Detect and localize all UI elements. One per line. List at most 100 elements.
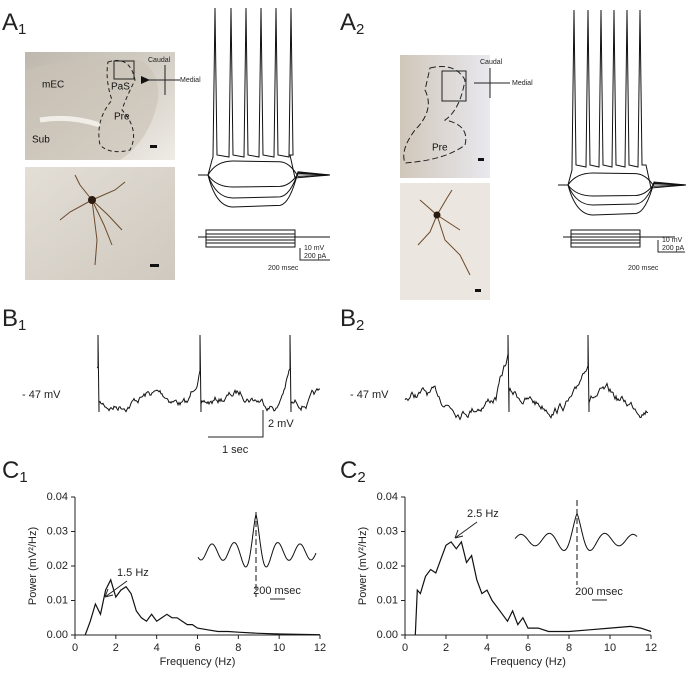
x-tick-label: 4: [154, 642, 160, 654]
orientation-cross: [148, 65, 180, 95]
y-tick-label: 0.01: [377, 594, 398, 606]
panel-label: C2: [340, 457, 366, 486]
region-label: mEC: [42, 80, 64, 91]
annotation-arrow: [454, 521, 478, 539]
step-trace: [558, 183, 687, 197]
inset-box: [113, 60, 135, 80]
y-tick-label: 0.02: [377, 560, 398, 572]
region-label: PaS: [111, 82, 130, 93]
scale-label: 200 msec: [268, 265, 299, 272]
tissue: [25, 58, 159, 160]
scale-label: 10 mV: [304, 245, 325, 252]
autocorrelogram: [197, 513, 317, 568]
potential-label: - 47 mV: [350, 389, 389, 401]
scale-label: 200 pA: [304, 253, 327, 260]
x-tick-label: 0: [402, 642, 408, 654]
peak-annotation: 1.5 Hz: [117, 567, 149, 579]
spectrum-line: [414, 540, 652, 636]
step-trace: [558, 181, 687, 216]
x-tick-label: 8: [566, 642, 572, 654]
panel-label: A1: [2, 9, 26, 38]
x-tick-label: 6: [194, 642, 200, 654]
orientation-label: Caudal: [148, 57, 171, 64]
step-trace: [198, 171, 331, 208]
panel-label: C1: [2, 457, 28, 486]
scale-label: 200 pA: [662, 245, 685, 252]
region-outline: [403, 66, 467, 164]
scale-bar: [208, 410, 264, 438]
scale-bar: [150, 145, 157, 148]
x-tick-label: 6: [525, 642, 531, 654]
white-matter: [39, 115, 101, 128]
x-tick-label: 12: [645, 642, 657, 654]
scale-label: 10 mV: [662, 237, 683, 244]
scale-bar: [299, 248, 330, 261]
x-axis-title: Frequency (Hz): [160, 656, 236, 668]
neuron-dendrites: [417, 189, 471, 276]
region-outline: [98, 60, 136, 153]
orientation-label: Medial: [512, 80, 533, 87]
panel-label: B1: [2, 305, 26, 334]
membrane-trace: [404, 334, 648, 421]
y-tick-label: 0.03: [47, 525, 68, 537]
panel-label: A2: [340, 9, 364, 38]
step-trace: [558, 182, 687, 206]
step-trace: [198, 173, 331, 188]
y-tick-label: 0.02: [47, 560, 68, 572]
y-axis-title: Power (mV²/Hz): [357, 527, 369, 605]
soma: [88, 196, 96, 204]
neuron-photo: [25, 167, 175, 280]
inset-scale-label: 200 msec: [253, 585, 301, 597]
soma: [433, 211, 441, 219]
orientation-cross: [474, 68, 510, 98]
region-label: Pre: [114, 112, 130, 123]
traces: [96, 7, 687, 421]
scale-bar: [657, 240, 685, 253]
autocorrelogram: [514, 511, 638, 552]
scale-label: 200 msec: [628, 265, 659, 272]
inset-box: [441, 70, 467, 102]
region-label: Pre: [432, 143, 448, 154]
annotation-arrow: [104, 580, 128, 598]
step-trace: [198, 172, 331, 199]
potential-label: - 47 mV: [22, 389, 61, 401]
orientation-label: Medial: [180, 77, 201, 84]
scale-bar: [478, 158, 484, 161]
spike-trace: [198, 7, 331, 179]
y-tick-label: 0.00: [47, 629, 68, 641]
x-tick-label: 2: [443, 642, 449, 654]
slice-photo: [400, 55, 490, 178]
y-tick-label: 0.04: [377, 491, 398, 503]
scale-bar: [150, 264, 159, 267]
x-tick-label: 8: [235, 642, 241, 654]
x-tick-label: 0: [72, 642, 78, 654]
peak-annotation: 2.5 Hz: [467, 508, 499, 520]
x-tick-label: 2: [113, 642, 119, 654]
x-tick-label: 10: [604, 642, 616, 654]
panel-label: B2: [340, 305, 364, 334]
x-tick-label: 12: [314, 642, 326, 654]
scale-bar: [475, 289, 481, 292]
step-trace: [558, 172, 687, 187]
y-tick-label: 0.01: [47, 594, 68, 606]
neuron-photo: [400, 183, 490, 300]
x-tick-label: 4: [484, 642, 490, 654]
orientation-label: Caudal: [480, 59, 503, 66]
inset-scale-label: 200 msec: [575, 586, 623, 598]
orientation-arrow: [141, 76, 150, 84]
y-axis-title: Power (mV²/Hz): [27, 527, 39, 605]
region-label: Sub: [32, 135, 50, 146]
x-tick-label: 10: [273, 642, 285, 654]
y-tick-label: 0.04: [47, 491, 68, 503]
neuron-dendrites: [59, 174, 126, 266]
step-trace: [198, 160, 331, 177]
membrane-trace: [96, 334, 321, 413]
command-steps: [198, 229, 330, 248]
scale-label: 2 mV: [268, 418, 294, 430]
scale-label: 1 sec: [222, 444, 249, 456]
axes: [74, 497, 320, 636]
y-tick-label: 0.00: [377, 629, 398, 641]
y-tick-label: 0.03: [377, 525, 398, 537]
command-steps: [563, 229, 675, 248]
